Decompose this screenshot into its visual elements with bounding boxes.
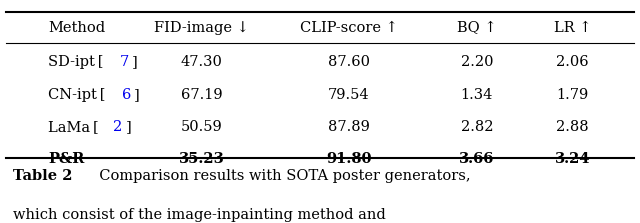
Text: Method: Method: [48, 21, 105, 35]
Text: 3.24: 3.24: [555, 153, 591, 166]
Text: 79.54: 79.54: [328, 88, 370, 102]
Text: P&R: P&R: [48, 153, 84, 166]
Text: 7: 7: [120, 56, 129, 69]
Text: ]: ]: [132, 56, 138, 69]
Text: ]: ]: [134, 88, 140, 102]
Text: 2.88: 2.88: [557, 120, 589, 134]
Text: 2.20: 2.20: [461, 56, 493, 69]
Text: LR ↑: LR ↑: [554, 21, 591, 35]
Text: 1.34: 1.34: [461, 88, 493, 102]
Text: 2.06: 2.06: [557, 56, 589, 69]
Text: 2: 2: [113, 120, 123, 134]
Text: 35.23: 35.23: [179, 153, 225, 166]
Text: SD-ipt [: SD-ipt [: [48, 56, 104, 69]
Text: Table 2: Table 2: [13, 169, 72, 184]
Text: CN-ipt [: CN-ipt [: [48, 88, 106, 102]
Text: 87.89: 87.89: [328, 120, 370, 134]
Text: 1.79: 1.79: [557, 88, 589, 102]
Text: ]: ]: [125, 120, 131, 134]
Text: BQ ↑: BQ ↑: [457, 21, 497, 35]
Text: 2.82: 2.82: [461, 120, 493, 134]
Text: which consist of the image-inpainting method and: which consist of the image-inpainting me…: [13, 208, 385, 222]
Text: 6: 6: [122, 88, 132, 102]
Text: 50.59: 50.59: [180, 120, 223, 134]
Text: FID-image ↓: FID-image ↓: [154, 21, 249, 35]
Text: CLIP-score ↑: CLIP-score ↑: [300, 21, 397, 35]
Text: 91.80: 91.80: [326, 153, 372, 166]
Text: 47.30: 47.30: [180, 56, 223, 69]
Text: Comparison results with SOTA poster generators,: Comparison results with SOTA poster gene…: [90, 169, 470, 184]
Text: 87.60: 87.60: [328, 56, 370, 69]
Text: 3.66: 3.66: [459, 153, 495, 166]
Text: 67.19: 67.19: [180, 88, 223, 102]
Text: LaMa [: LaMa [: [48, 120, 99, 134]
